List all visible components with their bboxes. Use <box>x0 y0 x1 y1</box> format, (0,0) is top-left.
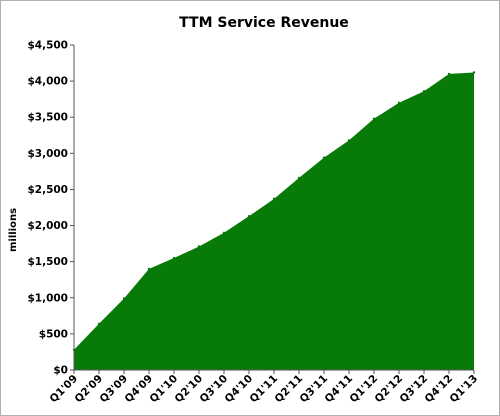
y-tick-label: $4,000 <box>27 76 68 88</box>
y-tick-label: $2,500 <box>27 184 68 196</box>
data-point <box>272 197 276 201</box>
data-point <box>97 322 101 325</box>
y-axis-ticks: $0 $500 $1,000 $1,500 $2,000 $2,500 $3,000 $3,5… <box>27 40 74 377</box>
data-point <box>472 71 476 74</box>
data-point <box>222 231 226 234</box>
chart-title: TTM Service Revenue <box>179 15 349 31</box>
data-point <box>147 267 151 271</box>
y-tick-label: $1,500 <box>27 256 68 268</box>
data-point <box>447 72 451 76</box>
y-tick-label: $3,000 <box>27 148 68 160</box>
data-point <box>322 156 326 159</box>
y-tick-label: $500 <box>39 328 68 340</box>
data-point <box>297 176 301 180</box>
y-tick-label: $2,000 <box>27 220 68 232</box>
data-point <box>397 101 401 104</box>
data-point <box>197 245 201 248</box>
y-tick-label: $3,500 <box>27 112 68 124</box>
y-tick-label: $0 <box>53 365 68 377</box>
y-axis-label: millions <box>8 208 19 252</box>
data-point <box>122 297 126 300</box>
revenue-area <box>74 72 474 370</box>
data-point <box>347 139 351 142</box>
plot-area <box>72 45 476 371</box>
x-tick-label: Q1'13 <box>448 373 481 406</box>
data-point <box>247 214 251 218</box>
data-point <box>372 117 376 120</box>
y-tick-label: $4,500 <box>27 40 68 52</box>
data-point <box>172 256 176 260</box>
y-tick-label: $1,000 <box>27 292 68 304</box>
x-axis-ticks: Q1'09Q2'09Q3'09Q4'09Q1'10Q2'10Q3'10Q4'10… <box>48 370 481 406</box>
data-point <box>422 90 426 93</box>
